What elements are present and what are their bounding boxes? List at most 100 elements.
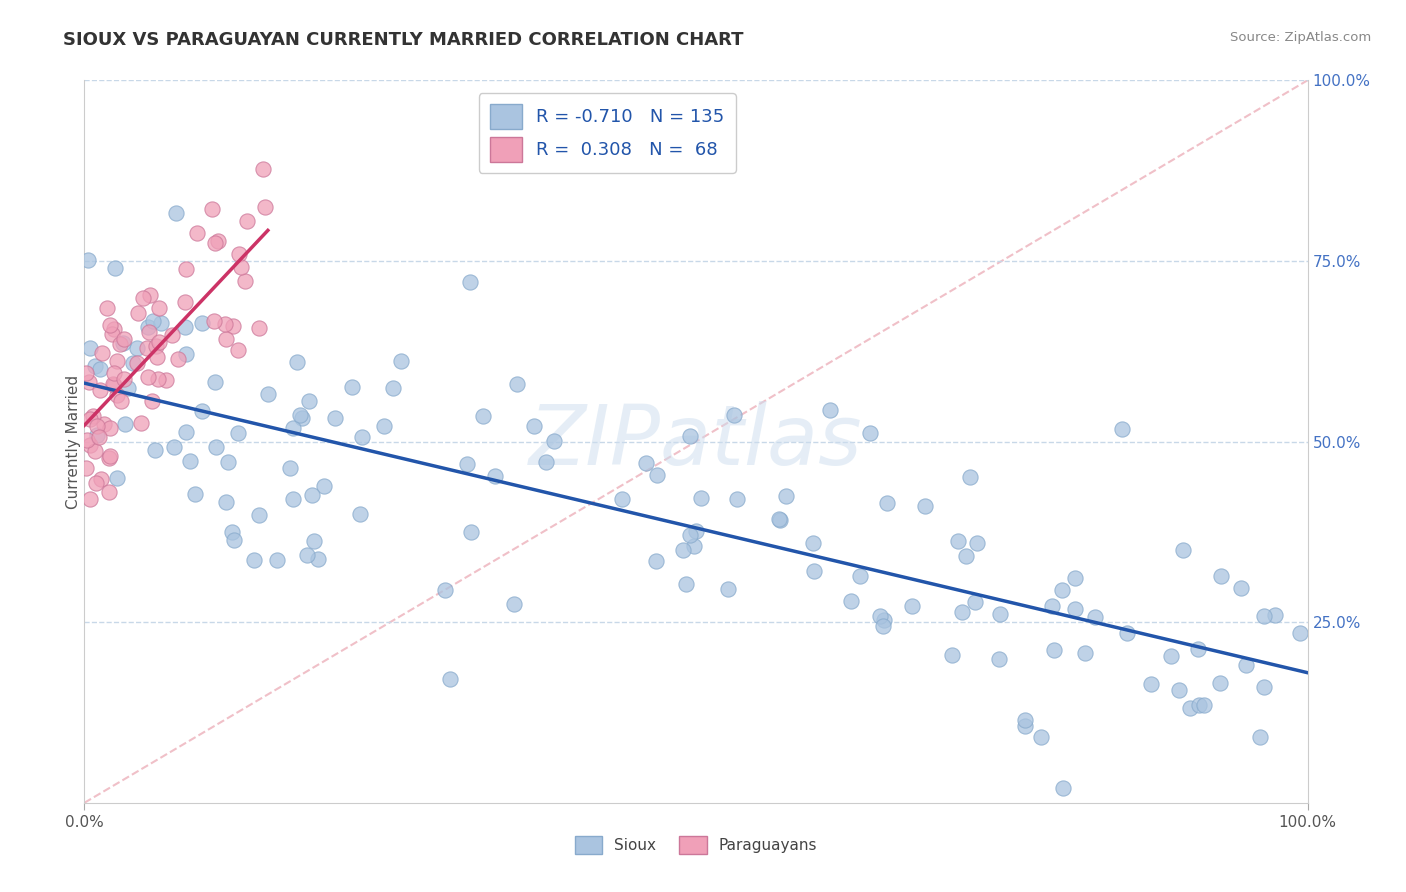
Point [295, 548, 318, 562]
Point [114, 417, 136, 432]
Point [679, 428, 702, 442]
Point [1192, 698, 1215, 712]
Point [290, 408, 312, 422]
Point [1187, 641, 1209, 656]
Point [1140, 676, 1163, 690]
Point [142, 314, 165, 328]
Point [105, 388, 128, 402]
Point [222, 533, 245, 547]
Point [672, 543, 695, 558]
Point [214, 317, 236, 331]
Point [283, 421, 305, 435]
Point [312, 479, 335, 493]
Point [636, 456, 658, 470]
Point [204, 375, 226, 389]
Point [228, 247, 250, 261]
Point [160, 327, 183, 342]
Point [873, 613, 896, 627]
Point [226, 425, 249, 440]
Point [112, 372, 135, 386]
Point [291, 411, 314, 425]
Point [1188, 698, 1211, 712]
Point [221, 318, 243, 333]
Point [89, 383, 111, 397]
Point [503, 597, 526, 611]
Point [235, 214, 257, 228]
Point [204, 235, 226, 250]
Point [1289, 625, 1312, 640]
Point [138, 369, 160, 384]
Point [98, 318, 121, 332]
Point [217, 454, 239, 468]
Point [675, 577, 697, 591]
Point [174, 320, 197, 334]
Point [190, 316, 212, 330]
Point [849, 569, 872, 583]
Point [1014, 713, 1036, 727]
Point [373, 419, 395, 434]
Point [1264, 607, 1286, 622]
Point [146, 350, 169, 364]
Point [839, 593, 862, 607]
Point [131, 291, 153, 305]
Point [1040, 599, 1063, 614]
Point [1043, 643, 1066, 657]
Point [233, 274, 256, 288]
Point [955, 549, 977, 563]
Point [87, 430, 110, 444]
Point [959, 470, 981, 484]
Point [872, 619, 894, 633]
Point [1111, 422, 1133, 436]
Point [1253, 681, 1275, 695]
Point [110, 393, 132, 408]
Point [174, 425, 197, 440]
Point [125, 342, 148, 356]
Point [769, 513, 792, 527]
Point [1084, 610, 1107, 624]
Point [471, 409, 494, 424]
Point [941, 648, 963, 662]
Point [1052, 583, 1074, 598]
Point [1209, 676, 1232, 690]
Point [1160, 648, 1182, 663]
Point [146, 371, 169, 385]
Point [876, 496, 898, 510]
Point [79, 492, 101, 507]
Point [96, 301, 118, 315]
Point [75, 367, 97, 381]
Point [257, 386, 280, 401]
Point [247, 321, 270, 335]
Point [103, 378, 125, 392]
Point [254, 200, 277, 214]
Point [433, 583, 456, 598]
Point [1234, 658, 1257, 673]
Point [685, 524, 707, 539]
Point [76, 433, 98, 447]
Text: Source: ZipAtlas.com: Source: ZipAtlas.com [1230, 31, 1371, 45]
Point [174, 347, 197, 361]
Point [86, 427, 108, 442]
Point [901, 599, 924, 614]
Point [506, 377, 529, 392]
Point [79, 376, 101, 390]
Point [1064, 602, 1087, 616]
Point [1116, 625, 1139, 640]
Point [215, 495, 238, 509]
Point [103, 366, 125, 380]
Point [100, 449, 122, 463]
Point [127, 356, 149, 370]
Point [105, 470, 128, 484]
Point [86, 475, 108, 490]
Point [103, 261, 125, 276]
Point [111, 335, 134, 350]
Point [129, 417, 152, 431]
Point [184, 486, 207, 500]
Point [167, 351, 190, 366]
Point [89, 362, 111, 376]
Point [914, 499, 936, 513]
Point [1229, 582, 1251, 596]
Point [112, 332, 135, 346]
Point [83, 359, 105, 373]
Point [1168, 683, 1191, 698]
Point [77, 253, 100, 268]
